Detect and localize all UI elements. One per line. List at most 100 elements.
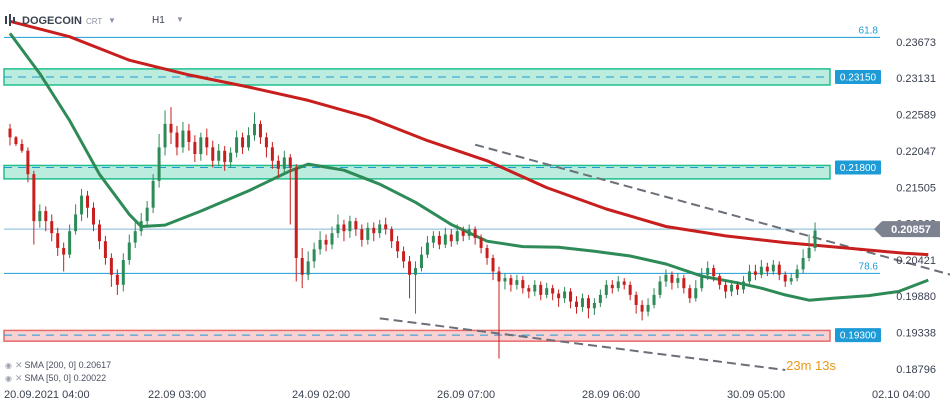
candle-body <box>91 207 95 225</box>
level-tag-bg <box>835 328 881 343</box>
symbol-name[interactable]: DOGECOIN <box>22 15 82 27</box>
level-tag-bg <box>835 69 881 84</box>
y-tick-label: 0.21505 <box>896 182 936 194</box>
eye-icon[interactable]: ◉ <box>5 374 12 383</box>
zones-layer: 0.23150 0.21800 0.19300 <box>3 68 881 343</box>
candle <box>443 227 447 248</box>
chevron-down-icon[interactable]: ▼ <box>108 16 116 25</box>
candle <box>640 300 644 321</box>
candle-body <box>503 278 507 282</box>
candle <box>455 224 459 245</box>
candle <box>419 246 423 272</box>
candle-body <box>318 239 322 250</box>
level-tag-label: 0.23150 <box>840 72 877 83</box>
candle-body <box>8 128 12 138</box>
close-icon[interactable]: ✕ <box>14 373 23 383</box>
candle <box>229 147 233 168</box>
candle <box>813 222 817 252</box>
candle-body <box>431 235 435 243</box>
candle-body <box>264 137 268 148</box>
candle <box>509 274 513 292</box>
candle-body <box>497 271 501 282</box>
candle-body <box>270 147 274 161</box>
candle <box>294 164 298 282</box>
candle-body <box>527 288 531 292</box>
candle-body <box>569 291 573 302</box>
candle-countdown: 23m 13s <box>786 358 836 373</box>
candle <box>97 219 101 250</box>
x-tick-label: 26.09 07:00 <box>437 389 495 401</box>
candle <box>26 147 30 183</box>
candle-body <box>765 266 769 272</box>
candle <box>491 254 495 281</box>
candle-body <box>759 266 763 275</box>
candle <box>712 264 716 282</box>
instrument-type: CRT <box>86 17 103 26</box>
candle <box>741 276 745 294</box>
candle-body <box>348 221 352 232</box>
candle <box>354 217 358 236</box>
candle <box>324 234 328 252</box>
countdown-seconds-unit: s <box>829 358 837 373</box>
candle-body <box>545 288 549 295</box>
candle <box>205 128 209 156</box>
y-tick-label: 0.22589 <box>896 110 936 122</box>
candle-body <box>199 137 203 155</box>
candle <box>300 247 304 289</box>
candle <box>807 234 811 262</box>
timeframe-select[interactable]: H1 <box>152 15 165 26</box>
fib-level-label: 61.8 <box>859 25 879 36</box>
candle <box>658 276 662 299</box>
candle-body <box>694 288 698 299</box>
candle-body <box>646 304 650 312</box>
indicator-value: 0.20617 <box>78 360 112 370</box>
candle <box>747 264 751 285</box>
candle <box>730 280 734 297</box>
level-tag-label: 0.21800 <box>840 163 877 174</box>
candle-body <box>44 211 48 222</box>
candle <box>736 281 740 295</box>
candle <box>425 235 429 258</box>
candle-body <box>479 237 483 248</box>
y-tick-label: 0.18796 <box>896 364 936 376</box>
candle-body <box>360 229 364 240</box>
eye-icon[interactable]: ◉ <box>5 361 12 370</box>
candle <box>592 298 596 315</box>
chevron-down-icon[interactable]: ▼ <box>176 15 184 24</box>
candle <box>384 217 388 235</box>
countdown-minutes-unit: m <box>800 358 812 373</box>
y-tick-label: 0.19880 <box>896 291 936 303</box>
close-icon[interactable]: ✕ <box>14 360 23 370</box>
candle-body <box>676 278 680 283</box>
candle <box>44 206 48 232</box>
candle <box>366 222 370 245</box>
candle <box>759 260 763 279</box>
candle <box>771 260 775 275</box>
candle-body <box>288 157 292 168</box>
candle <box>563 286 567 303</box>
level-tag: 0.23150 <box>835 69 881 84</box>
x-tick-label: 02.10 04:00 <box>872 389 930 401</box>
candle-body <box>747 271 751 282</box>
candle-body <box>324 239 328 245</box>
current-price-badge-bg <box>874 221 940 238</box>
current-price-badge: 0.20857 <box>874 221 940 238</box>
indicator-legend-sma50: ◉ ✕ SMA [50, 0] 0.20022 <box>5 373 106 384</box>
candle-body <box>622 281 626 285</box>
candle <box>539 281 543 301</box>
candle-body <box>336 224 340 234</box>
candle <box>467 224 471 240</box>
candle-body <box>342 224 346 232</box>
candle <box>68 224 72 258</box>
candle-body <box>419 254 423 269</box>
candle-body <box>151 180 155 208</box>
candle-body <box>50 221 54 234</box>
candle-body <box>175 132 179 148</box>
candle-body <box>789 278 793 282</box>
candle <box>50 214 54 242</box>
candle-body <box>330 233 334 245</box>
y-tick-label: 0.20421 <box>896 255 936 267</box>
candle-body <box>223 150 227 163</box>
candle-body <box>378 224 382 234</box>
